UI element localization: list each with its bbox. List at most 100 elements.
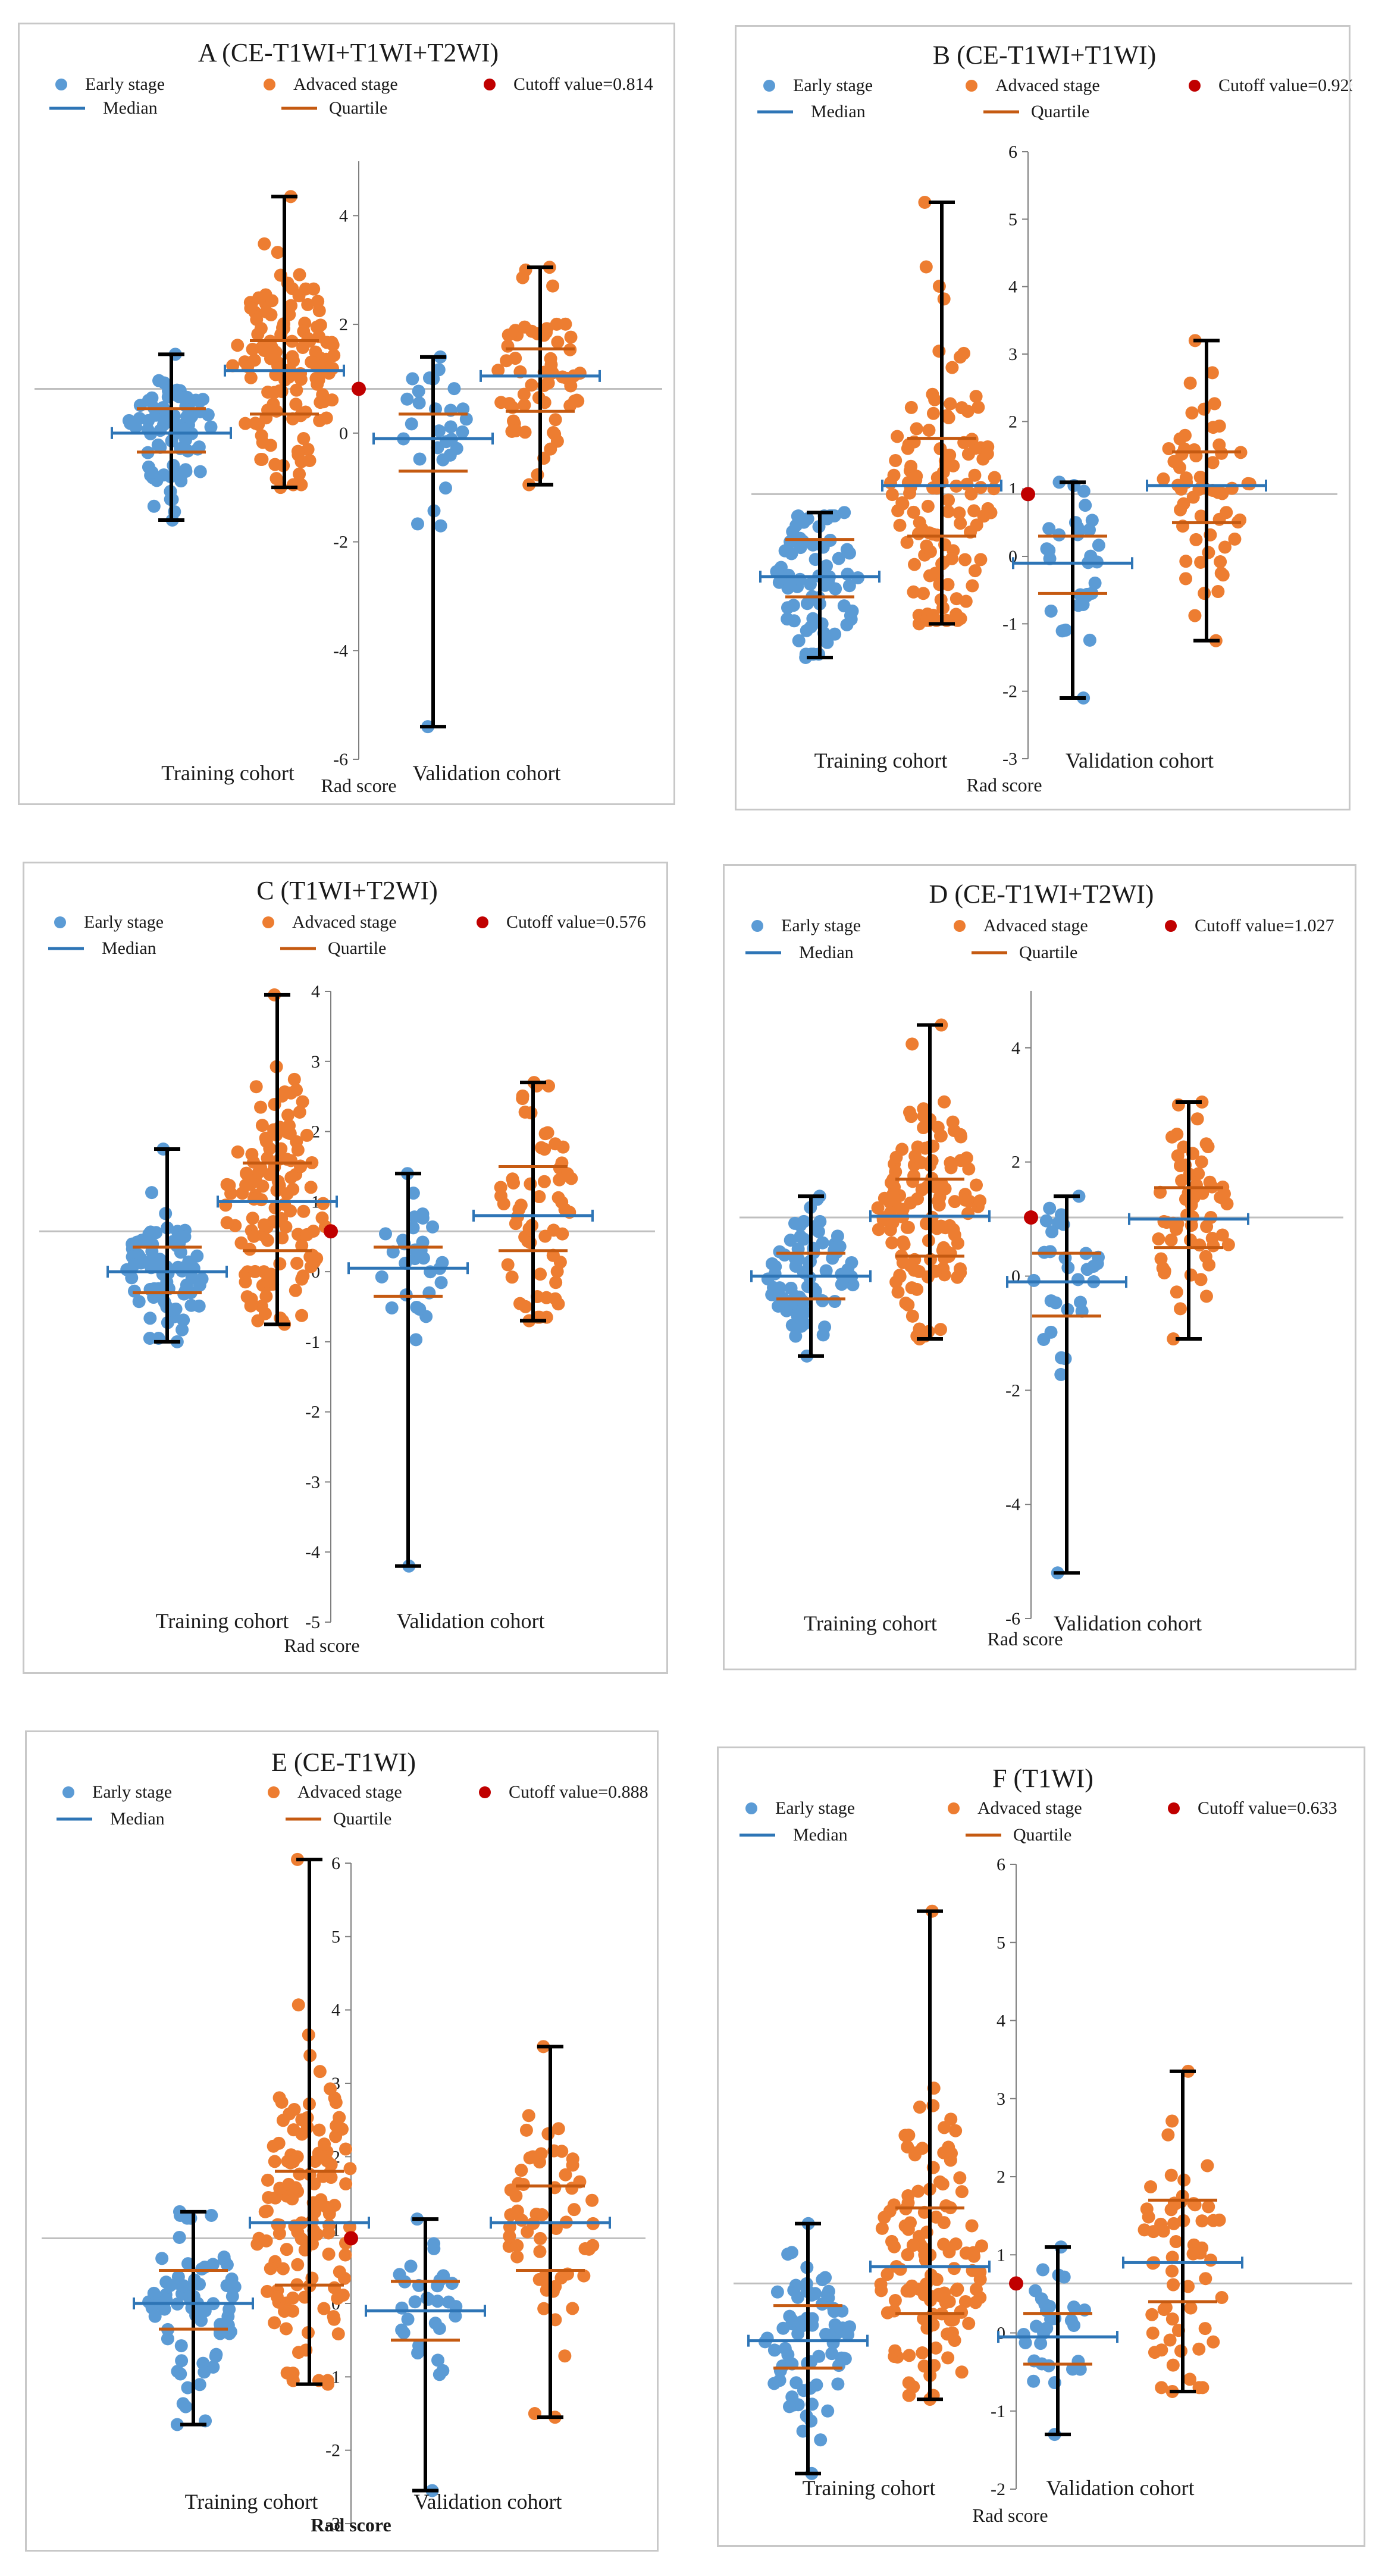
data-point — [185, 1271, 199, 1285]
y-tick-label: 0 — [1008, 547, 1017, 566]
legend-quartile-label: Quartile — [1031, 102, 1089, 121]
data-point — [954, 517, 967, 530]
data-point — [953, 2171, 967, 2184]
data-point — [1165, 2251, 1179, 2264]
data-point — [244, 301, 258, 315]
data-point — [433, 2368, 446, 2381]
data-point — [903, 2284, 917, 2298]
data-point — [1206, 456, 1220, 469]
legend-advanced-label: Advaced stage — [995, 76, 1100, 95]
data-point — [1241, 477, 1255, 490]
data-point — [966, 579, 979, 593]
data-point — [907, 585, 920, 599]
data-point — [1207, 1239, 1220, 1253]
data-point — [896, 497, 910, 511]
legend-early-marker — [751, 920, 763, 932]
data-point — [838, 2352, 852, 2365]
data-point — [132, 1295, 146, 1309]
data-point — [564, 330, 578, 344]
data-point — [1220, 1197, 1234, 1211]
legend-early-marker — [62, 1786, 74, 1798]
data-point — [954, 1154, 967, 1168]
data-point — [586, 2239, 600, 2252]
data-point — [886, 1216, 900, 1229]
data-point — [1184, 2301, 1198, 2315]
data-point — [938, 1251, 951, 1265]
data-point — [540, 325, 553, 339]
data-point — [1156, 1262, 1170, 1275]
data-point — [431, 2295, 444, 2308]
data-point — [899, 1296, 913, 1310]
data-point — [301, 298, 315, 311]
data-point — [515, 2164, 528, 2177]
data-point — [1215, 1228, 1229, 1242]
data-point — [565, 1172, 578, 1185]
data-point — [889, 453, 903, 467]
data-point — [951, 2282, 964, 2296]
data-point — [789, 2376, 803, 2390]
data-point — [769, 1260, 782, 1273]
y-axis-label: Rad score — [987, 1628, 1063, 1649]
data-point — [1197, 481, 1211, 494]
data-point — [456, 425, 469, 439]
data-point — [1211, 486, 1225, 499]
data-point — [932, 280, 946, 293]
data-point — [1214, 566, 1228, 580]
data-point — [878, 1191, 891, 1205]
data-point — [336, 2288, 350, 2302]
data-point — [952, 506, 966, 520]
data-point — [1161, 2128, 1175, 2142]
data-point — [289, 2181, 302, 2195]
data-point — [773, 2374, 786, 2387]
data-point — [289, 397, 303, 411]
data-point — [385, 1301, 399, 1314]
data-point — [968, 468, 982, 482]
data-point — [509, 1217, 522, 1231]
y-tick-label: 6 — [1008, 142, 1017, 162]
data-point — [209, 2349, 223, 2363]
data-point — [1204, 1211, 1218, 1225]
data-point — [406, 1221, 420, 1235]
data-point — [832, 552, 845, 565]
data-point — [980, 447, 994, 461]
data-point — [1195, 2214, 1209, 2228]
data-point — [1212, 419, 1226, 433]
data-point — [1192, 2342, 1206, 2356]
data-point — [559, 2168, 572, 2181]
data-point — [900, 536, 914, 549]
data-point — [1075, 1304, 1089, 1318]
data-point — [1221, 1238, 1235, 1251]
data-point — [820, 2288, 834, 2302]
y-tick-label: 4 — [339, 206, 348, 226]
data-point — [300, 1228, 314, 1241]
data-point — [300, 1128, 314, 1142]
data-point — [289, 1284, 302, 1297]
data-point — [324, 2082, 337, 2096]
y-tick-label: 2 — [311, 1122, 320, 1142]
data-point — [566, 2302, 579, 2315]
data-point — [1027, 2374, 1041, 2388]
data-point — [1067, 2318, 1081, 2332]
data-point — [929, 2210, 943, 2224]
legend-advanced-marker — [268, 1786, 280, 1798]
data-point — [550, 434, 564, 448]
data-point — [1193, 470, 1207, 484]
data-point — [926, 608, 940, 622]
data-point — [922, 423, 936, 437]
data-point — [1157, 1215, 1171, 1228]
data-point — [308, 356, 321, 370]
data-point — [958, 553, 972, 566]
data-point — [1228, 532, 1242, 546]
data-point — [784, 1281, 798, 1295]
data-point — [127, 1284, 141, 1298]
y-tick-label: -1 — [991, 2402, 1005, 2421]
y-tick-label: -3 — [325, 2514, 340, 2534]
data-point — [174, 467, 187, 481]
cutoff-marker — [1009, 2276, 1023, 2291]
y-tick-label: -6 — [333, 750, 348, 769]
data-point — [888, 2344, 902, 2358]
data-point — [556, 1227, 569, 1241]
data-point — [949, 2237, 963, 2251]
data-point — [1179, 555, 1193, 568]
chart-title: C (T1WI+T2WI) — [256, 876, 438, 905]
